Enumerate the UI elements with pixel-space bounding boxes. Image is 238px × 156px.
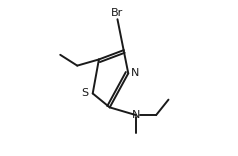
Text: Br: Br: [111, 8, 124, 18]
Text: N: N: [132, 110, 140, 120]
Text: S: S: [82, 88, 89, 98]
Text: N: N: [131, 68, 140, 78]
